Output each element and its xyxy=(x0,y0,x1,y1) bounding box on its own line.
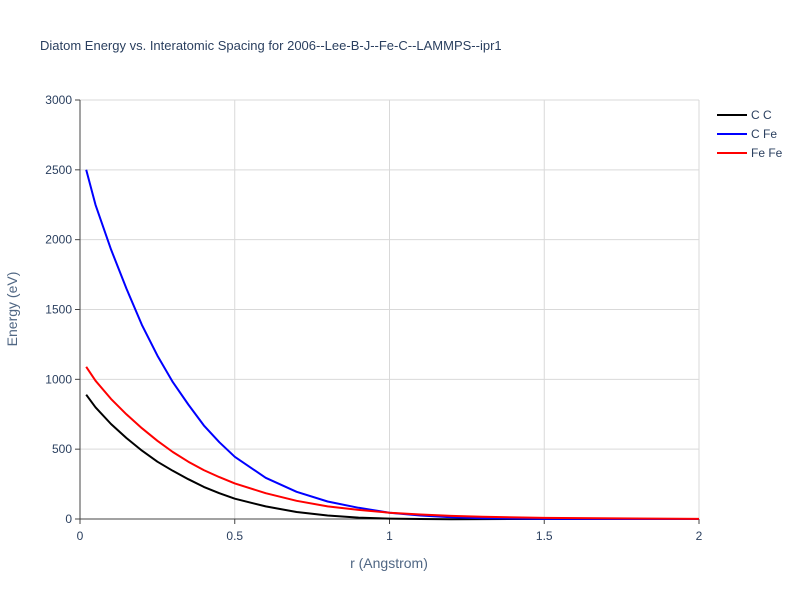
legend[interactable]: C C C Fe Fe Fe xyxy=(717,108,783,160)
series-lines xyxy=(85,169,700,521)
y-tick-label: 0 xyxy=(65,512,72,526)
x-tick-label: 2 xyxy=(696,529,703,543)
y-tick-label: 1500 xyxy=(45,303,72,317)
y-tick-label: 3000 xyxy=(45,93,72,107)
legend-label: Fe Fe xyxy=(751,146,783,160)
y-tick-label: 2000 xyxy=(45,233,72,247)
x-axis-title: r (Angstrom) xyxy=(350,555,428,571)
series-line-c-c xyxy=(85,394,699,521)
series-line-c-fe xyxy=(85,169,700,520)
grid xyxy=(80,99,700,519)
x-tick-label: 1 xyxy=(386,529,393,543)
legend-item-fe-fe[interactable]: Fe Fe xyxy=(717,146,783,160)
y-axis-title: Energy (eV) xyxy=(4,272,20,347)
y-tick-label: 1000 xyxy=(45,372,72,386)
x-axis: 0 0.5 1 1.5 2 xyxy=(77,518,703,543)
series-line-fe-fe xyxy=(85,366,700,520)
x-tick-label: 0.5 xyxy=(226,529,243,543)
legend-item-c-c[interactable]: C C xyxy=(717,108,772,122)
x-tick-label: 0 xyxy=(77,529,84,543)
legend-label: C Fe xyxy=(751,127,777,141)
y-tick-label: 2500 xyxy=(45,163,72,177)
chart-title: Diatom Energy vs. Interatomic Spacing fo… xyxy=(40,38,502,53)
y-tick-label: 500 xyxy=(52,442,72,456)
x-tick-label: 1.5 xyxy=(536,529,553,543)
y-axis: 0 500 1000 1500 2000 2500 3000 xyxy=(45,93,81,526)
legend-item-c-fe[interactable]: C Fe xyxy=(717,127,777,141)
legend-label: C C xyxy=(751,108,772,122)
